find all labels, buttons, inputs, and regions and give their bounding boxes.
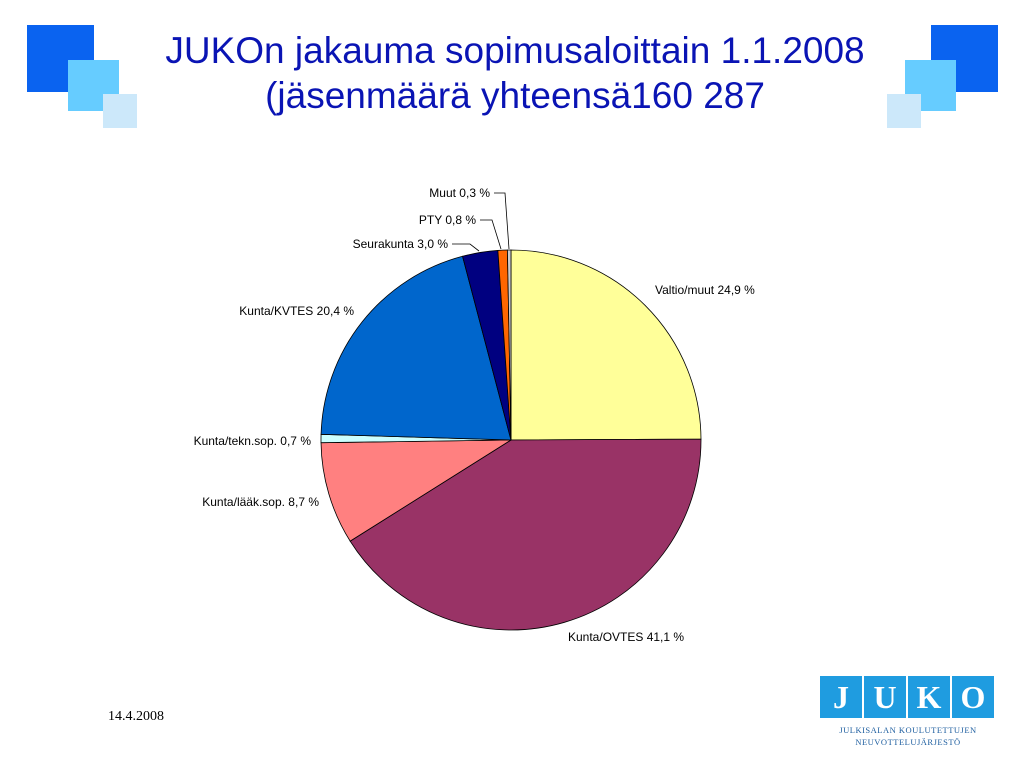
slice-label-3: Kunta/tekn.sop. 0,7 % — [194, 434, 312, 448]
decor-square-right-3 — [887, 94, 921, 128]
pie-slice-0 — [510, 249, 702, 441]
slice-label-0: Valtio/muut 24,9 % — [655, 283, 755, 297]
pie-slice-7 — [507, 249, 512, 441]
leader-line-5 — [452, 243, 480, 252]
slice-label-5: Seurakunta 3,0 % — [353, 237, 449, 251]
slide-title-line1: JUKOn jakauma sopimusaloittain 1.1.2008 — [165, 30, 865, 71]
logo-letter-o: O — [952, 676, 994, 718]
slice-label-7: Muut 0,3 % — [429, 186, 490, 200]
pie-slice-4 — [320, 255, 512, 441]
decor-square-left-3 — [103, 94, 137, 128]
slide-date: 14.4.2008 — [108, 709, 164, 724]
pie-slice-1 — [349, 438, 702, 631]
logo-letter-u: U — [864, 676, 906, 718]
logo-letter-j: J — [820, 676, 862, 718]
logo-subtitle-line1: JULKISALAN KOULUTETTUJEN — [839, 725, 977, 735]
logo-letter-k: K — [908, 676, 950, 718]
pie-slice-2 — [320, 439, 513, 542]
leader-line-7 — [494, 192, 510, 250]
slice-label-1: Kunta/OVTES 41,1 % — [568, 630, 684, 644]
juko-logo: J U K O JULKISALAN KOULUTETTUJEN NEUVOTT… — [820, 676, 996, 750]
logo-letters: J U K O — [820, 676, 996, 718]
leader-line-6 — [480, 219, 502, 250]
slice-label-4: Kunta/KVTES 20,4 % — [239, 304, 354, 318]
slide-title: JUKOn jakauma sopimusaloittain 1.1.2008 … — [130, 28, 900, 118]
logo-subtitle-line2: NEUVOTTELUJÄRJESTÖ — [855, 737, 961, 747]
slice-label-2: Kunta/lääk.sop. 8,7 % — [202, 495, 319, 509]
slide-title-line2: (jäsenmäärä yhteensä160 287 — [265, 75, 765, 116]
slice-label-6: PTY 0,8 % — [419, 213, 476, 227]
